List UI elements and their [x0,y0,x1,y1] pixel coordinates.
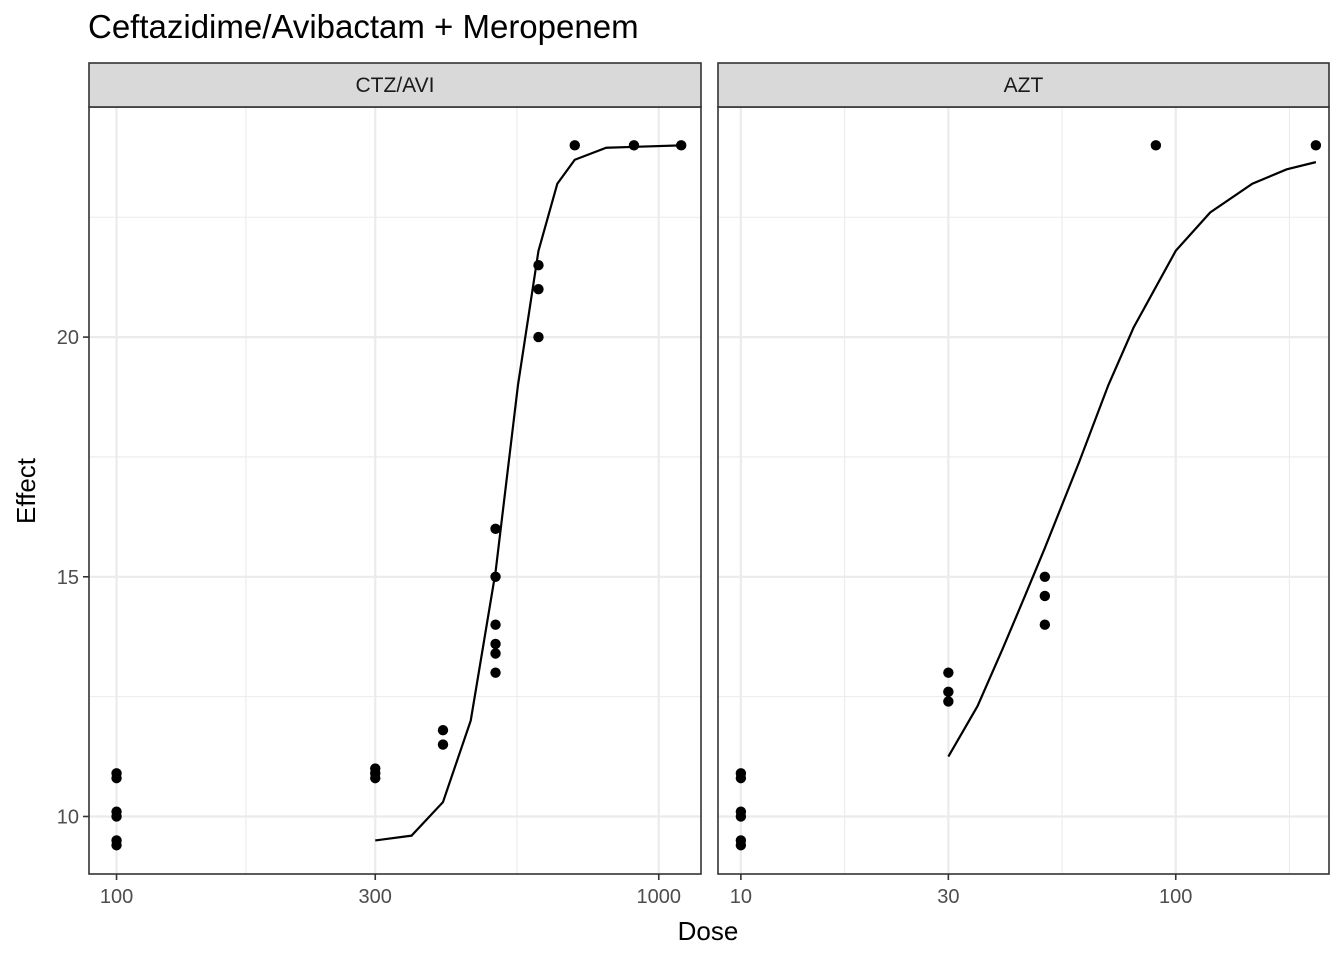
panels: CTZ/AVI 100 300 1000 AZT 10 30 100 [88,62,1330,908]
data-point [490,638,501,650]
data-point [1039,571,1051,582]
data-point [533,259,544,271]
panel-background [718,107,1329,874]
data-point [569,140,580,151]
data-point [735,811,747,822]
data-point [943,696,954,707]
facet-strip [717,62,1330,108]
y-tick-label: 20 [57,327,79,349]
y-axis: 10 15 20 [57,327,89,828]
fit-curve [947,161,1317,758]
data-point [943,686,954,698]
data-point [490,619,501,630]
y-axis-title: Effect [11,457,41,524]
data-point [490,648,501,659]
y-tick-label: 15 [57,567,79,589]
data-point [533,331,544,343]
facet-strip-label: CTZ/AVI [356,74,435,97]
data-point [111,840,122,851]
panel-azt: AZT 10 30 100 [717,62,1330,908]
data-point [533,283,544,295]
panel-background [89,107,701,874]
data-point [1150,140,1162,151]
data-point [437,724,449,736]
data-point [437,739,449,750]
data-point [111,811,122,822]
x-tick-label: 100 [1159,886,1192,908]
data-point [1039,619,1051,630]
facet-strip [88,62,702,108]
data-point [735,772,747,784]
data-point [676,140,687,151]
data-point [490,571,501,582]
data-point [111,772,122,784]
data-point [490,523,501,535]
data-point [735,840,747,851]
chart-title: Ceftazidime/Avibactam + Meropenem [88,8,639,45]
x-tick-label: 1000 [637,886,682,908]
data-point [628,140,640,151]
data-point [1039,590,1051,602]
data-point [490,667,501,678]
x-axis-title: Dose [678,916,739,946]
facet-strip-label: AZT [1004,74,1044,97]
panel-ctz-avi: CTZ/AVI 100 300 1000 [88,62,702,908]
x-tick-label: 30 [937,886,959,908]
x-tick-label: 10 [730,886,752,908]
data-point [1310,140,1322,151]
fit-curve [375,144,682,842]
x-tick-label: 300 [359,886,392,908]
data-point [943,667,954,678]
x-tick-label: 100 [100,886,133,908]
data-point [370,772,381,784]
y-tick-label: 10 [57,806,79,828]
